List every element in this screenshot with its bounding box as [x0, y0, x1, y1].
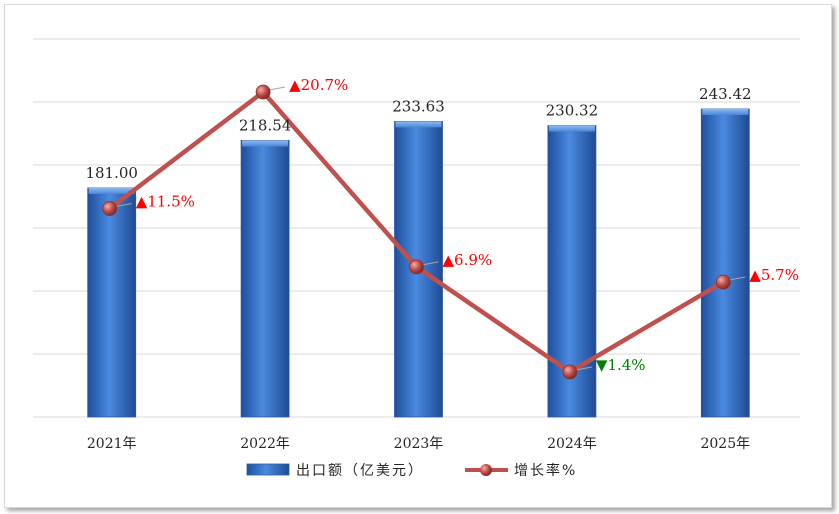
x-tick-label: 2024年	[547, 436, 597, 452]
bar-value-label: 230.32	[546, 102, 599, 120]
growth-rate-label: ▼1.4%	[596, 356, 646, 374]
bar-top-bevel	[548, 125, 595, 132]
bar-top-bevel	[702, 109, 749, 115]
line-series	[102, 84, 746, 380]
bar-value-label: 218.54	[239, 116, 292, 134]
x-axis: 2021年 2022年 2023年 2024年 2025年	[87, 436, 750, 452]
legend-line-label: 增长率%	[514, 462, 577, 479]
growth-rate-label: ▲11.5%	[136, 193, 195, 211]
line-marker	[102, 201, 118, 216]
legend: 出口额（亿美元） 增长率%	[246, 462, 577, 479]
up-triangle-icon: ▲	[749, 266, 761, 284]
x-tick-label: 2023年	[394, 436, 444, 452]
legend-bar-label: 出口额（亿美元）	[296, 463, 424, 479]
up-triangle-icon: ▲	[289, 76, 301, 94]
growth-rate-value: 5.7%	[761, 266, 799, 284]
bar	[240, 140, 290, 418]
x-tick-label: 2025年	[700, 436, 750, 452]
growth-rate-label: ▲5.7%	[749, 266, 799, 284]
growth-rate-value: 1.4%	[607, 356, 645, 374]
label-leader	[269, 86, 286, 91]
growth-rate-value: 6.9%	[454, 251, 492, 269]
bar-series	[87, 108, 750, 418]
bar	[700, 108, 750, 418]
up-triangle-icon: ▲	[443, 251, 455, 269]
line-marker	[562, 364, 578, 380]
line-marker	[409, 259, 424, 275]
bar-top-bevel	[242, 140, 289, 147]
x-tick-label: 2022年	[240, 436, 290, 452]
x-tick-label: 2021年	[87, 436, 137, 452]
label-leader	[729, 276, 746, 281]
up-triangle-icon: ▲	[136, 193, 148, 211]
growth-rate-value: 20.7%	[301, 76, 349, 94]
bar-value-label: 233.63	[392, 97, 445, 115]
bar	[87, 187, 137, 418]
down-triangle-icon: ▼	[596, 356, 608, 374]
growth-rate-value: 11.5%	[147, 193, 195, 211]
growth-rate-label: ▲20.7%	[289, 76, 348, 94]
legend-line-marker	[480, 464, 492, 476]
line-marker	[255, 84, 271, 100]
line-marker	[715, 274, 731, 290]
bar-top-bevel	[395, 121, 442, 128]
legend-bar-swatch	[246, 463, 290, 476]
label-leader	[575, 366, 592, 371]
bar-top-bevel	[88, 188, 135, 194]
bar-value-label: 181.00	[85, 164, 138, 182]
bar-value-label: 243.42	[699, 85, 752, 103]
label-leader	[115, 203, 132, 208]
growth-rate-label: ▲6.9%	[443, 251, 493, 269]
label-leader	[422, 261, 439, 266]
